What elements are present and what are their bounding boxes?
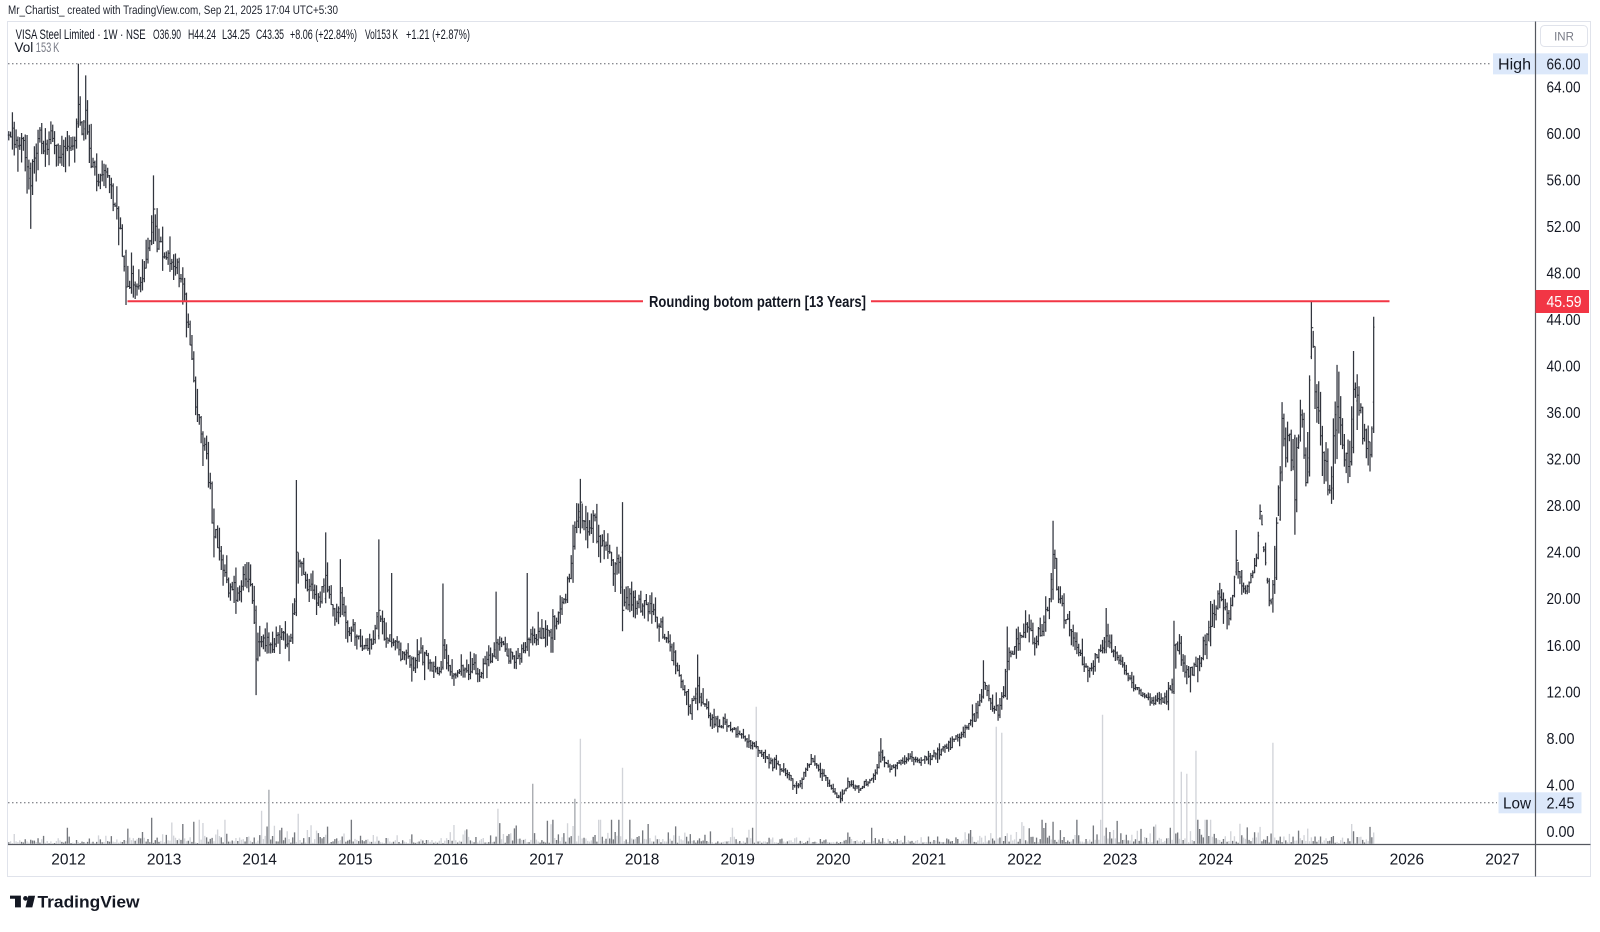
svg-text:2025: 2025 <box>1294 852 1329 869</box>
svg-text:4.00: 4.00 <box>1547 777 1575 794</box>
svg-text:2023: 2023 <box>1103 852 1138 869</box>
svg-text:66.00: 66.00 <box>1547 56 1581 73</box>
svg-text:56.00: 56.00 <box>1547 173 1581 190</box>
svg-text:28.00: 28.00 <box>1547 498 1581 515</box>
svg-text:2020: 2020 <box>816 852 851 869</box>
svg-text:2027: 2027 <box>1485 852 1520 869</box>
svg-text:2015: 2015 <box>338 852 373 869</box>
svg-text:20.00: 20.00 <box>1547 591 1581 608</box>
svg-text:INR: INR <box>1554 32 1574 44</box>
svg-text:2014: 2014 <box>242 852 277 869</box>
svg-text:12.00: 12.00 <box>1547 684 1581 701</box>
svg-text:2016: 2016 <box>434 852 469 869</box>
svg-text:+1.21 (+2.87%): +1.21 (+2.87%) <box>406 27 470 42</box>
svg-text:52.00: 52.00 <box>1547 219 1581 236</box>
svg-text:Mr_Chartist_ created with Trad: Mr_Chartist_ created with TradingView.co… <box>8 3 338 17</box>
svg-text:2018: 2018 <box>625 852 660 869</box>
svg-text:2013: 2013 <box>147 852 182 869</box>
svg-text:O36.90: O36.90 <box>153 27 181 42</box>
svg-text:2022: 2022 <box>1007 852 1042 869</box>
svg-text:2012: 2012 <box>51 852 86 869</box>
svg-text:+8.06 (+22.84%): +8.06 (+22.84%) <box>290 27 357 42</box>
svg-text:0.00: 0.00 <box>1547 824 1575 841</box>
svg-text:H44.24: H44.24 <box>188 27 216 42</box>
svg-text:2.45: 2.45 <box>1547 795 1575 812</box>
svg-text:VISA Steel Limited · 1W · NSE: VISA Steel Limited · 1W · NSE <box>16 27 146 42</box>
svg-text:Vol: Vol <box>15 40 34 55</box>
svg-text:24.00: 24.00 <box>1547 545 1581 562</box>
svg-text:36.00: 36.00 <box>1547 405 1581 422</box>
svg-text:2017: 2017 <box>529 852 564 869</box>
svg-text:8.00: 8.00 <box>1547 731 1575 748</box>
svg-text:60.00: 60.00 <box>1547 126 1581 143</box>
svg-text:32.00: 32.00 <box>1547 452 1581 469</box>
svg-text:TradingView: TradingView <box>38 893 141 912</box>
svg-text:2019: 2019 <box>720 852 755 869</box>
svg-text:16.00: 16.00 <box>1547 638 1581 655</box>
svg-text:2021: 2021 <box>912 852 947 869</box>
svg-text:Low: Low <box>1503 795 1532 812</box>
svg-text:64.00: 64.00 <box>1547 80 1581 97</box>
svg-text:44.00: 44.00 <box>1547 312 1581 329</box>
svg-text:L34.25: L34.25 <box>222 27 250 42</box>
svg-text:2024: 2024 <box>1198 852 1233 869</box>
svg-text:Vol153 K: Vol153 K <box>365 27 398 42</box>
svg-text:40.00: 40.00 <box>1547 359 1581 376</box>
svg-text:High: High <box>1498 56 1531 73</box>
svg-text:153 K: 153 K <box>36 40 60 55</box>
svg-text:2026: 2026 <box>1390 852 1425 869</box>
svg-text:48.00: 48.00 <box>1547 266 1581 283</box>
svg-text:Rounding botom pattern [13 Yea: Rounding botom pattern [13 Years] <box>649 294 866 311</box>
svg-text:45.59: 45.59 <box>1547 294 1582 311</box>
svg-text:C43.35: C43.35 <box>256 27 284 42</box>
